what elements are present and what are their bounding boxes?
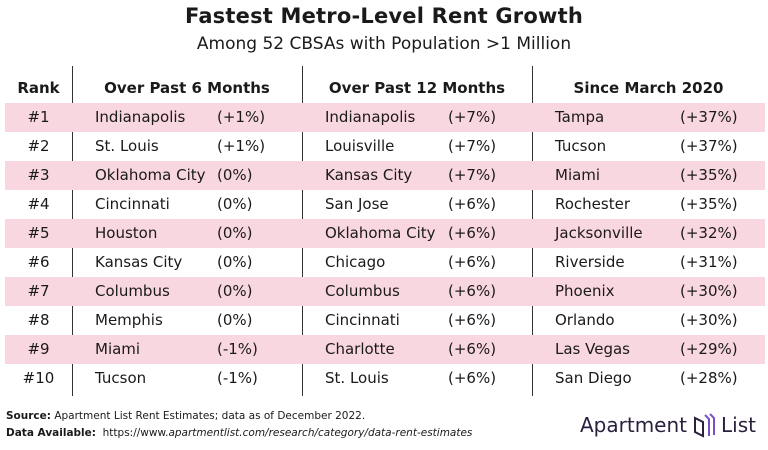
pct-6-months: (-1%) [217, 369, 258, 387]
rank-cell: #10 [22, 369, 55, 387]
city-6-months: Memphis [95, 311, 163, 329]
pct-since-2020: (+29%) [680, 340, 738, 358]
apartment-list-logo-icon [694, 413, 716, 438]
city-12-months: Indianapolis [325, 108, 416, 126]
pct-6-months: (0%) [217, 253, 253, 271]
city-6-months: Indianapolis [95, 108, 186, 126]
table-row: #7 Columbus (0%) Columbus (+6%) Phoenix (+30%) [5, 277, 765, 306]
city-6-months: Tucson [95, 369, 147, 387]
data-available-label: Data Available: [6, 427, 96, 439]
city-12-months: Louisville [325, 137, 395, 155]
city-since-2020: Las Vegas [555, 340, 630, 358]
city-since-2020: Tucson [555, 137, 607, 155]
table-row: #8 Memphis (0%) Cincinnati (+6%) Orlando (+30%… [5, 306, 765, 335]
chart-title: Fastest Metro-Level Rent Growth [185, 4, 583, 28]
pct-12-months: (+6%) [448, 224, 497, 242]
city-since-2020: Miami [555, 166, 601, 184]
table-row: #10 Tucson (-1%) St. Louis (+6%) San Diego (+2… [5, 364, 765, 393]
pct-since-2020: (+30%) [680, 311, 738, 329]
rank-cell: #4 [27, 195, 50, 213]
source-text: Apartment List Rent Estimates; data as o… [54, 410, 366, 422]
pct-6-months: (0%) [217, 195, 253, 213]
pct-6-months: (0%) [217, 282, 253, 300]
header-rank: Rank [17, 79, 60, 97]
rank-cell: #6 [27, 253, 50, 271]
pct-12-months: (+6%) [448, 340, 497, 358]
rank-cell: #1 [27, 108, 50, 126]
logo-text-left: Apartment [580, 413, 688, 437]
city-6-months: Kansas City [95, 253, 183, 271]
pct-12-months: (+7%) [448, 137, 497, 155]
pct-12-months: (+6%) [448, 311, 497, 329]
pct-12-months: (+6%) [448, 369, 497, 387]
table-row: #2 St. Louis (+1%) Louisville (+7%) Tucson (+3… [5, 132, 765, 161]
pct-12-months: (+7%) [448, 166, 497, 184]
table-row: #6 Kansas City (0%) Chicago (+6%) Riverside (+… [5, 248, 765, 277]
city-12-months: Chicago [325, 253, 386, 271]
header-6-months: Over Past 6 Months [104, 79, 270, 97]
city-12-months: Cincinnati [325, 311, 400, 329]
table-row: #3 Oklahoma City (0%) Kansas City (+7%) Miami… [5, 161, 765, 190]
pct-since-2020: (+35%) [680, 166, 738, 184]
city-6-months: St. Louis [95, 137, 159, 155]
data-url: apartmentlist.com/research/category/data… [168, 427, 473, 439]
city-12-months: Columbus [325, 282, 400, 300]
table-row: #1 Indianapolis (+1%) Indianapolis (+7%) Tamp… [5, 103, 765, 132]
city-6-months: Houston [95, 224, 158, 242]
rank-cell: #9 [27, 340, 50, 358]
table-row: #9 Miami (-1%) Charlotte (+6%) Las Vegas (+29%… [5, 335, 765, 364]
pct-since-2020: (+37%) [680, 137, 738, 155]
pct-since-2020: (+37%) [680, 108, 738, 126]
pct-6-months: (-1%) [217, 340, 258, 358]
header-since-march-2020: Since March 2020 [573, 79, 724, 97]
city-6-months: Oklahoma City [95, 166, 206, 184]
city-12-months: San Jose [325, 195, 389, 213]
rank-cell: #8 [27, 311, 50, 329]
logo-text-right: List [721, 413, 756, 437]
data-url-prefix: https://www. [102, 427, 169, 439]
pct-since-2020: (+35%) [680, 195, 738, 213]
pct-since-2020: (+32%) [680, 224, 738, 242]
source-label: Source: [6, 410, 51, 422]
data-available-note: Data Available: https://www.apartmentlis… [6, 427, 472, 439]
rent-growth-table: Rank Over Past 6 Months Over Past 12 Mon… [5, 73, 765, 393]
city-since-2020: San Diego [555, 369, 632, 387]
apartment-list-logo: Apartment List [580, 412, 756, 438]
rank-cell: #5 [27, 224, 50, 242]
pct-6-months: (+1%) [217, 137, 266, 155]
rank-cell: #7 [27, 282, 50, 300]
pct-6-months: (+1%) [217, 108, 266, 126]
pct-6-months: (0%) [217, 166, 253, 184]
rank-cell: #2 [27, 137, 50, 155]
source-note: Source: Apartment List Rent Estimates; d… [6, 410, 365, 422]
city-since-2020: Orlando [555, 311, 615, 329]
pct-6-months: (0%) [217, 311, 253, 329]
pct-12-months: (+6%) [448, 282, 497, 300]
city-12-months: Charlotte [325, 340, 395, 358]
city-since-2020: Riverside [555, 253, 625, 271]
city-12-months: St. Louis [325, 369, 389, 387]
city-12-months: Kansas City [325, 166, 413, 184]
table-header: Rank Over Past 6 Months Over Past 12 Mon… [5, 73, 765, 103]
city-since-2020: Phoenix [555, 282, 615, 300]
table-row: #5 Houston (0%) Oklahoma City (+6%) Jacksonvi… [5, 219, 765, 248]
pct-12-months: (+7%) [448, 108, 497, 126]
pct-since-2020: (+28%) [680, 369, 738, 387]
pct-12-months: (+6%) [448, 253, 497, 271]
city-6-months: Cincinnati [95, 195, 170, 213]
rank-cell: #3 [27, 166, 50, 184]
city-since-2020: Jacksonville [555, 224, 643, 242]
city-12-months: Oklahoma City [325, 224, 436, 242]
table-row: #4 Cincinnati (0%) San Jose (+6%) Rochester (+… [5, 190, 765, 219]
pct-6-months: (0%) [217, 224, 253, 242]
pct-since-2020: (+31%) [680, 253, 738, 271]
city-6-months: Columbus [95, 282, 170, 300]
city-6-months: Miami [95, 340, 141, 358]
header-12-months: Over Past 12 Months [328, 79, 506, 97]
city-since-2020: Tampa [555, 108, 605, 126]
city-since-2020: Rochester [555, 195, 630, 213]
pct-since-2020: (+30%) [680, 282, 738, 300]
pct-12-months: (+6%) [448, 195, 497, 213]
chart-subtitle: Among 52 CBSAs with Population >1 Millio… [196, 34, 572, 54]
